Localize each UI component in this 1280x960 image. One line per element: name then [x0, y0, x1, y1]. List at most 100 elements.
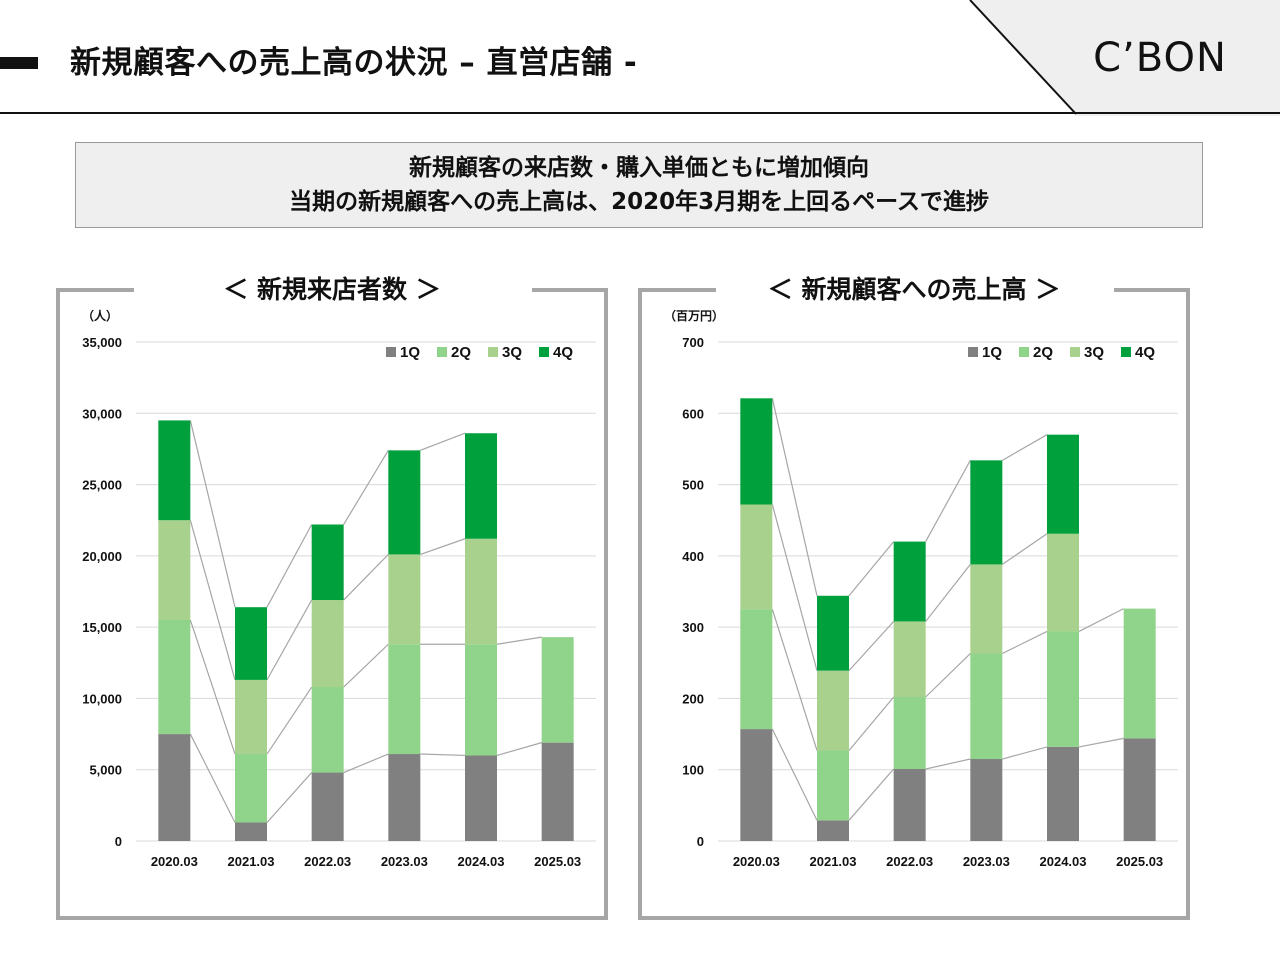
bar-3Q-2021.03: [817, 670, 849, 751]
bar-2Q-2022.03: [311, 687, 344, 773]
y-tick-label: 35,000: [82, 335, 122, 350]
bar-4Q-2020.03: [740, 398, 773, 505]
bar-3Q-2020.03: [158, 520, 191, 621]
bar-1Q-2021.03: [817, 820, 849, 841]
y-tick-label: 15,000: [82, 620, 122, 635]
series-connector-4Q: [343, 450, 389, 525]
y-tick-label: 400: [682, 549, 704, 564]
visitors-chart: （人） 0 5,000 10,000 15,000 20,000 25,000 30,000 3…: [82, 308, 596, 869]
series-connector-1Q: [343, 753, 389, 774]
bar-4Q-2020.03: [158, 420, 191, 521]
y-tick-label: 10,000: [82, 691, 122, 706]
x-tick-label: 2022.03: [886, 854, 933, 869]
series-connector-1Q: [1078, 737, 1124, 748]
series-connector-3Q: [343, 554, 389, 601]
bar-3Q-2022.03: [893, 621, 926, 698]
series-connector-4Q: [925, 460, 971, 542]
series-connector-3Q: [420, 538, 466, 555]
series-connector-2Q: [266, 686, 313, 755]
series-connector-1Q: [420, 753, 466, 757]
bar-4Q-2021.03: [817, 595, 849, 671]
legend-swatch-1Q: [968, 347, 978, 357]
x-tick-label: 2024.03: [458, 854, 505, 869]
legend-label-2Q: 2Q: [1033, 344, 1053, 361]
panel-top-border-right: [532, 288, 608, 292]
legend-label-1Q: 1Q: [982, 344, 1002, 361]
bar-3Q-2021.03: [235, 679, 267, 755]
panel-top-border-right: [1114, 288, 1190, 292]
bar-1Q-2024.03: [465, 755, 497, 841]
series-connector-1Q: [848, 768, 895, 821]
legend-swatch-3Q: [488, 347, 498, 357]
bar-2Q-2023.03: [970, 653, 1003, 760]
brand-logo: C’BON: [1093, 35, 1227, 81]
series-connector-2Q: [925, 653, 971, 698]
y-tick-label: 200: [682, 691, 704, 706]
x-tick-label: 2025.03: [1116, 854, 1163, 869]
x-tick-label: 2023.03: [381, 854, 428, 869]
panel-top-border-left: [638, 288, 716, 292]
y-tick-label: 0: [115, 834, 122, 849]
bar-2Q-2023.03: [388, 644, 421, 755]
bar-1Q-2020.03: [158, 734, 191, 841]
x-tick-label: 2022.03: [304, 854, 351, 869]
bar-2Q-2024.03: [465, 644, 497, 756]
legend-swatch-1Q: [386, 347, 396, 357]
series-connector-2Q: [1078, 608, 1124, 632]
bar-2Q-2021.03: [817, 750, 849, 821]
legend-swatch-2Q: [437, 347, 447, 357]
summary-box: 新規顧客の来店数・購入単価ともに増加傾向 当期の新規顧客への売上高は、2020年…: [75, 142, 1203, 228]
logo-panel-diagonal: [969, 0, 1077, 115]
bar-2Q-2021.03: [235, 754, 267, 823]
y-tick-label: 500: [682, 478, 704, 493]
bar-1Q-2023.03: [970, 759, 1003, 841]
bar-2Q-2020.03: [158, 620, 191, 735]
bar-3Q-2023.03: [388, 554, 421, 645]
series-connector-1Q: [1002, 746, 1048, 760]
series-connector-2Q: [771, 609, 818, 751]
series-connector-2Q: [848, 696, 895, 751]
x-tick-label: 2025.03: [534, 854, 581, 869]
series-connector-4Q: [189, 420, 236, 608]
bar-4Q-2024.03: [465, 433, 497, 539]
series-connector-4Q: [771, 398, 818, 596]
bar-4Q-2022.03: [893, 541, 926, 622]
series-connector-1Q: [925, 758, 971, 770]
series-connector-2Q: [189, 619, 236, 755]
bar-3Q-2024.03: [465, 538, 497, 645]
series-connector-3Q: [1001, 533, 1048, 565]
y-tick-label: 25,000: [82, 478, 122, 493]
bar-2Q-2020.03: [740, 609, 773, 730]
visitors-chart-title: ＜ 新規来店者数 ＞: [223, 275, 441, 304]
bar-2Q-2025.03: [541, 637, 574, 743]
sales-chart-panel: ＜ 新規顧客への売上高 ＞ （百万円） 0 100 200 300 400 500 600 70…: [638, 275, 1190, 920]
series-connector-4Q: [420, 432, 466, 451]
summary-line-2: 当期の新規顧客への売上高は、2020年3月期を上回るペースで進捗: [289, 189, 989, 215]
bar-1Q-2020.03: [740, 729, 773, 841]
x-tick-label: 2020.03: [151, 854, 198, 869]
bar-4Q-2021.03: [235, 607, 267, 680]
series-connector-3Q: [266, 599, 313, 681]
y-tick-label: 300: [682, 620, 704, 635]
series-connector-2Q: [1002, 630, 1048, 655]
y-tick-label: 5,000: [89, 763, 122, 778]
legend-label-1Q: 1Q: [400, 344, 420, 361]
legend-label-3Q: 3Q: [1084, 344, 1104, 361]
series-connector-1Q: [771, 728, 818, 821]
bar-3Q-2022.03: [311, 600, 344, 688]
header-rule: [0, 112, 1280, 114]
panel-top-border-left: [56, 288, 134, 292]
logo-panel-background: [970, 0, 1280, 116]
x-tick-label: 2024.03: [1040, 854, 1087, 869]
bar-2Q-2022.03: [893, 697, 926, 770]
logo-panel: [969, 0, 1280, 116]
series-connector-3Q: [925, 564, 971, 622]
legend-label-2Q: 2Q: [451, 344, 471, 361]
y-tick-label: 600: [682, 406, 704, 421]
bar-3Q-2020.03: [740, 504, 773, 610]
bar-4Q-2024.03: [1047, 434, 1079, 534]
sales-chart-title: ＜ 新規顧客への売上高 ＞: [767, 275, 1061, 304]
series-connector-3Q: [848, 621, 895, 672]
summary-line-1: 新規顧客の来店数・購入単価ともに増加傾向: [409, 155, 869, 181]
bar-3Q-2023.03: [970, 564, 1003, 654]
